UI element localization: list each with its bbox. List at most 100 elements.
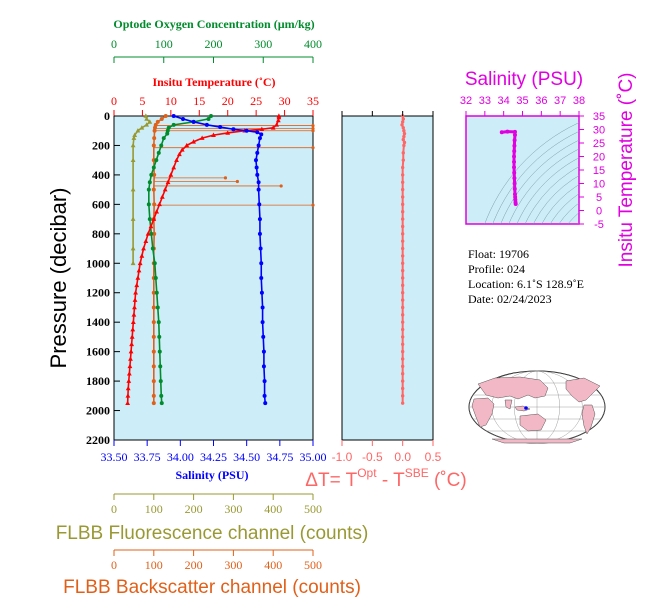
delta-t-point — [400, 401, 405, 405]
ts-temperature-tick-label: 0 — [596, 206, 602, 218]
fluorescence-axis-tick-label: 300 — [224, 502, 242, 516]
ts-salinity-tick-label: 33 — [479, 95, 491, 107]
backscatter-profile-point — [152, 231, 157, 236]
temperature-axis-tick-label: 0 — [111, 94, 117, 108]
date: Date: 02/24/2023 — [468, 292, 552, 306]
salinity-profile-point — [180, 116, 185, 121]
fluorescence-axis-tick-label: 500 — [304, 502, 322, 516]
ts-temperature-tick-label: -5 — [594, 219, 604, 231]
delta-t-point — [400, 254, 405, 258]
delta-t-sup-sbe: SBE — [405, 466, 429, 480]
profile-plot-area — [113, 115, 314, 441]
temperature-profile-point — [162, 187, 168, 192]
oxygen-profile-point — [149, 231, 154, 236]
salinity-axis-ticks: 33.50 33.75 34.00 34.25 34.50 34.75 35.00 — [101, 440, 327, 464]
oxygen-profile-point — [149, 172, 154, 177]
ts-point — [512, 170, 517, 175]
oxygen-axis-tick-label: 400 — [304, 37, 322, 51]
backscatter-profile-point — [152, 172, 157, 177]
fluorescence-profile-point — [139, 125, 145, 130]
oxygen-profile-point — [152, 261, 157, 266]
pressure-axis-tick-label: 200 — [92, 138, 110, 152]
backscatter-profile-point — [159, 116, 164, 121]
ts-salinity-tick-label: 36 — [535, 95, 547, 107]
temperature-axis-tick-label: 10 — [165, 94, 177, 108]
backscatter-axis-ticks: 0 100 200 300 400 500 — [111, 550, 322, 572]
ts-point — [499, 130, 504, 135]
delta-t-point — [400, 165, 405, 170]
backscatter-profile-point — [163, 114, 168, 118]
delta-t-prefix: ΔT= T — [305, 470, 357, 491]
oxygen-profile-point — [161, 136, 166, 141]
delta-t-axis-tick-label: -1.0 — [332, 450, 353, 464]
temperature-profile-point — [157, 201, 162, 207]
location: Location: 6.1˚S 128.9˚E — [468, 277, 584, 291]
ts-point — [512, 132, 517, 137]
backscatter-axis-tick-label: 300 — [224, 558, 242, 572]
delta-t-point — [400, 364, 405, 369]
ts-salinity-tick-label: 32 — [460, 95, 472, 107]
fluorescence-profile-point — [143, 113, 149, 118]
pressure-axis-tick-label: 2000 — [86, 404, 110, 418]
delta-t-point — [400, 239, 405, 243]
delta-t-point — [402, 134, 406, 139]
land-north-america — [565, 377, 601, 403]
salinity-profile-point — [263, 401, 268, 406]
delta-t-point — [400, 298, 405, 302]
pressure-axis-tick-label: 1600 — [86, 345, 110, 359]
temperature-profile-point — [129, 334, 135, 339]
delta-t-point — [401, 151, 405, 155]
delta-t-point — [400, 246, 405, 251]
temperature-profile-point — [154, 209, 160, 214]
ts-salinity-tick-label: 38 — [573, 95, 585, 107]
backscatter-spike-point — [311, 126, 315, 131]
delta-t-point — [400, 276, 405, 280]
delta-t-point — [400, 195, 405, 199]
delta-t-point — [400, 349, 405, 354]
pressure-axis-tick-label: 600 — [92, 197, 110, 211]
fluorescence-axis-tick-label: 200 — [185, 502, 203, 516]
land-south-america — [581, 404, 596, 435]
salinity-profile-point — [255, 150, 260, 155]
ts-point — [512, 143, 517, 148]
oxygen-profile-point — [157, 349, 162, 354]
backscatter-profile-point — [152, 128, 157, 133]
pressure-axis-tick-label: 1800 — [86, 374, 110, 388]
oxygen-profile-point — [147, 180, 152, 185]
temperature-profile-point — [274, 122, 280, 127]
temperature-profile-point — [132, 297, 138, 302]
world-map — [468, 370, 606, 444]
ts-point — [512, 138, 517, 143]
ts-salinity-tick-label: 35 — [516, 95, 528, 107]
temperature-profile-point — [270, 125, 276, 130]
temperature-axis-tick-label: 25 — [250, 94, 262, 108]
oxygen-axis-tick-label: 200 — [205, 37, 223, 51]
salinity-profile-point — [259, 132, 264, 137]
delta-t-point — [401, 126, 405, 130]
salinity-profile-point — [256, 143, 261, 148]
temperature-profile-point — [276, 114, 282, 120]
oxygen-profile-point — [206, 116, 211, 121]
delta-t-point — [400, 268, 405, 273]
delta-t-point — [400, 305, 405, 310]
backscatter-profile-point — [152, 202, 157, 207]
backscatter-axis-tick-label: 100 — [145, 558, 163, 572]
temperature-profile-point — [168, 172, 174, 177]
salinity-axis: 33.50 33.75 34.00 34.25 34.50 34.75 35.00 Sali… — [101, 440, 327, 482]
oxygen-profile-point — [156, 320, 161, 325]
ts-temperature-tick-label: 5 — [596, 192, 602, 204]
backscatter-spike-point — [311, 129, 315, 133]
delta-t-point — [401, 137, 405, 142]
density-contour — [569, 214, 655, 314]
land-antarctica — [491, 438, 583, 444]
oxygen-profile-point — [157, 334, 162, 339]
delta-t-point — [400, 379, 405, 383]
temperature-profile-point — [171, 164, 177, 170]
delta-t-point — [400, 173, 405, 177]
backscatter-axis-title: FLBB Backscatter channel (counts) — [63, 577, 361, 598]
delta-t-suffix: (˚C) — [429, 470, 467, 491]
land-eurasia — [477, 376, 549, 400]
ts-diagram: Salinity (PSU) 32 33 34 35 36 37 38 -50 510 1520… — [460, 69, 655, 314]
salinity-profile-point — [259, 261, 264, 266]
salinity-profile-point — [261, 334, 266, 339]
